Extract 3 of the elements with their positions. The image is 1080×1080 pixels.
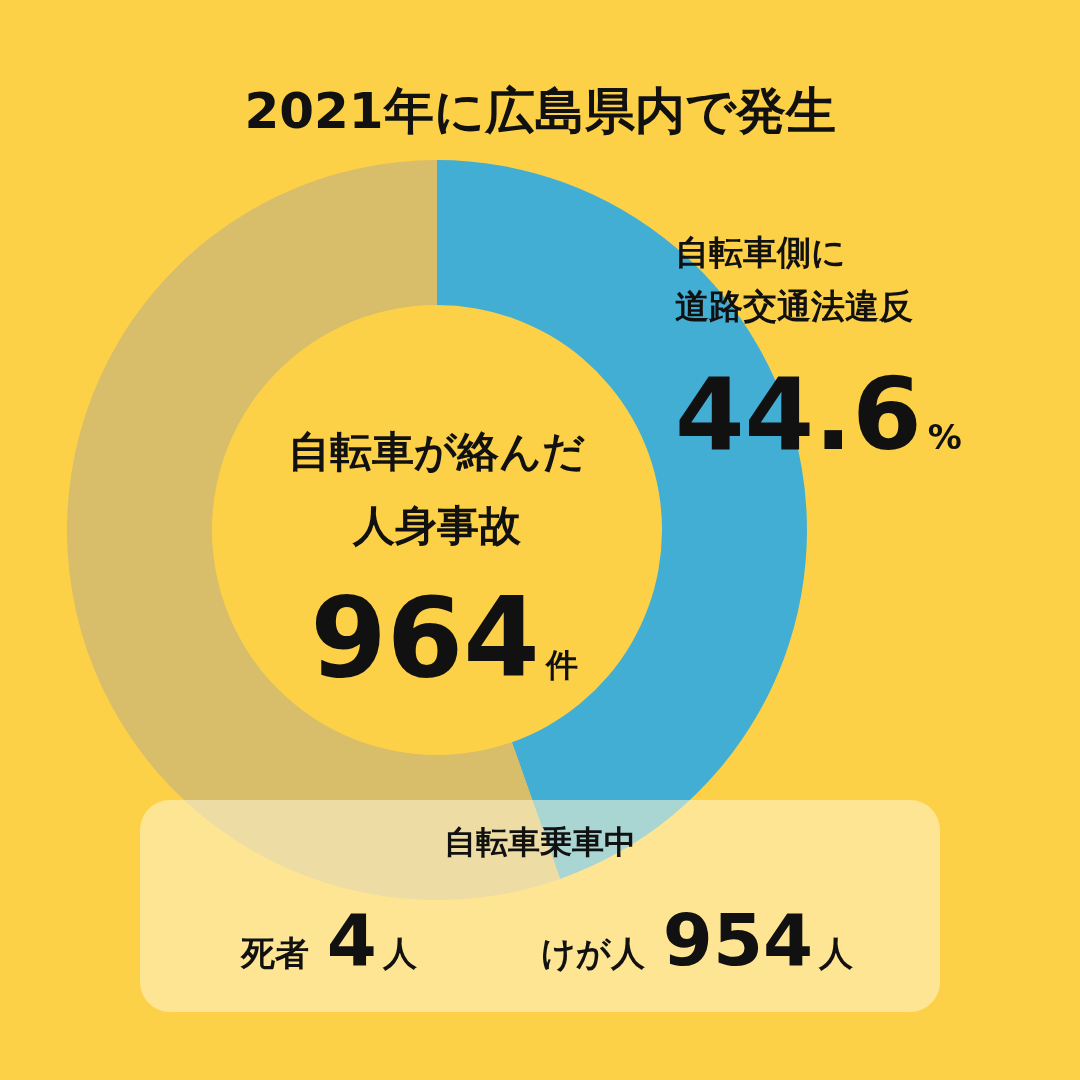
chart-title: 2021年に広島県内で発生 — [243, 81, 837, 142]
text: 自転車乗車中 — [444, 822, 636, 862]
text: 自転車が絡んだ人身事故 — [287, 426, 587, 552]
